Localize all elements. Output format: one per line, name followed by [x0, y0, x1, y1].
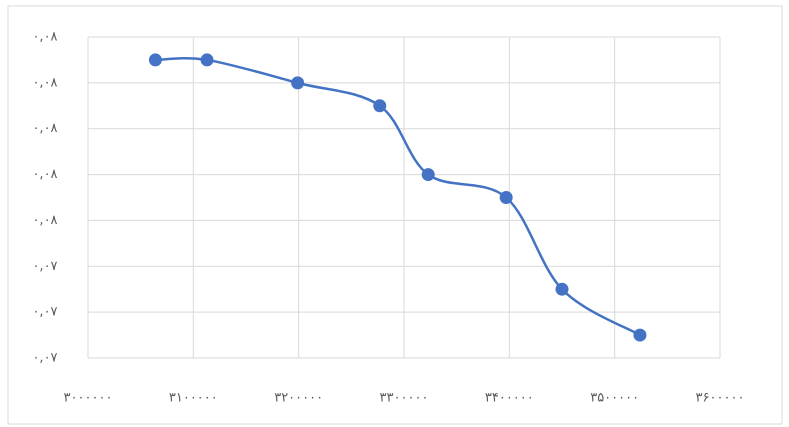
- y-tick-label: ۰,۰۷: [32, 305, 57, 320]
- marker: [201, 53, 214, 66]
- marker: [500, 191, 513, 204]
- marker: [556, 283, 569, 296]
- x-tick-label: ۳۳۰۰۰۰۰: [380, 391, 429, 406]
- x-tick-label: ۳۴۰۰۰۰۰: [485, 391, 534, 406]
- marker: [373, 99, 386, 112]
- marker: [149, 53, 162, 66]
- y-tick-label: ۰,۰۷: [32, 259, 57, 274]
- y-tick-label: ۰,۰۸: [32, 75, 57, 90]
- x-tick-label: ۳۲۰۰۰۰۰: [274, 391, 323, 406]
- marker: [291, 76, 304, 89]
- y-tick-label: ۰,۰۸: [32, 30, 57, 45]
- x-tick-label: ۳۱۰۰۰۰۰: [169, 391, 218, 406]
- y-tick-label: ۰,۰۷: [32, 351, 57, 366]
- marker: [422, 168, 435, 181]
- x-tick-label: ۳۰۰۰۰۰۰: [64, 391, 113, 406]
- y-tick-label: ۰,۰۸: [32, 213, 57, 228]
- x-tick-label: ۳۵۰۰۰۰۰: [590, 391, 639, 406]
- y-tick-label: ۰,۰۸: [32, 167, 57, 182]
- chart: ۰,۰۷ ۰,۰۷ ۰,۰۷ ۰,۰۸ ۰,۰۸ ۰,۰۸ ۰,۰۸ ۰,۰۸ ۳۰۰۰۰۰۰ ۳…: [0, 0, 789, 427]
- x-tick-label: ۳۶۰۰۰۰۰: [696, 391, 745, 406]
- marker: [633, 329, 646, 342]
- chart-border: [8, 6, 782, 424]
- y-tick-label: ۰,۰۸: [32, 121, 57, 136]
